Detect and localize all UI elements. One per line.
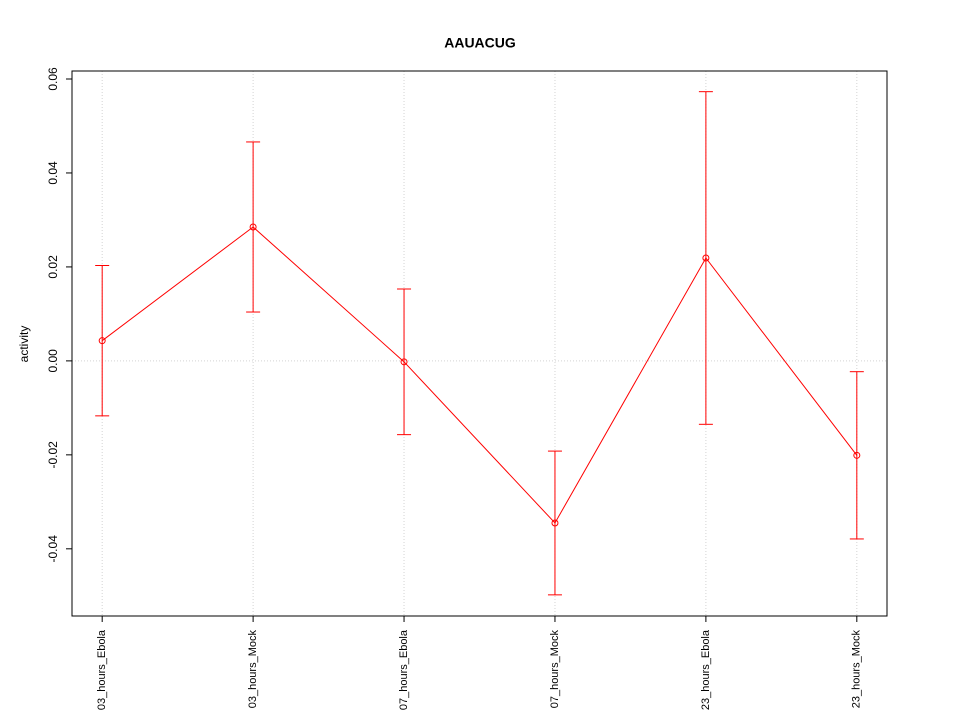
x-tick-label: 23_hours_Ebola xyxy=(700,629,712,710)
x-tick-label: 03_hours_Ebola xyxy=(96,629,108,710)
x-tick-label: 03_hours_Mock xyxy=(247,630,259,709)
point xyxy=(853,451,861,459)
point xyxy=(249,223,257,231)
y-tick-label: 0.02 xyxy=(46,255,60,279)
error-bar xyxy=(95,265,110,417)
y-tick-label: 0.06 xyxy=(46,67,60,91)
plot-frame xyxy=(71,70,888,617)
x-tick-label: 07_hours_Mock xyxy=(549,630,561,709)
y-tick-label: -0.04 xyxy=(46,535,60,563)
point xyxy=(551,519,559,527)
error-bar xyxy=(246,141,261,313)
point xyxy=(98,337,106,345)
point xyxy=(400,358,408,366)
point xyxy=(702,254,710,262)
x-tick-label: 07_hours_Ebola xyxy=(398,629,410,710)
chart-title: AAUACUG xyxy=(444,35,516,51)
error-bar xyxy=(397,288,412,436)
x-tick-label: 23_hours_Mock xyxy=(851,630,863,709)
error-bar xyxy=(547,450,562,596)
y-tick-label: -0.02 xyxy=(46,441,60,469)
error-bar xyxy=(849,371,864,540)
y-axis-label: activity xyxy=(17,326,31,363)
y-tick-label: 0.00 xyxy=(46,349,60,373)
y-tick-label: 0.04 xyxy=(46,161,60,185)
line xyxy=(101,226,858,524)
error-bar xyxy=(698,91,713,425)
